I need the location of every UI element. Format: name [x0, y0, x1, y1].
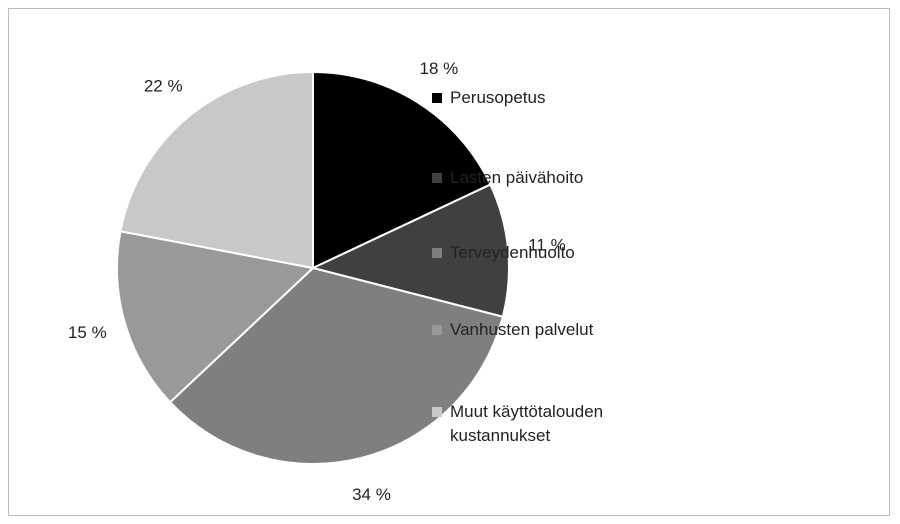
legend-label: Muut käyttötalouden kustannukset — [450, 402, 604, 445]
pie-slice — [116, 230, 316, 404]
legend-item: Lasten päivähoito — [432, 166, 632, 190]
data-label: 11 % — [528, 235, 566, 254]
legend-item: Vanhusten palvelut — [432, 318, 632, 342]
pie-slice — [168, 266, 505, 465]
legend-swatch — [432, 248, 442, 258]
pie-slice — [310, 183, 510, 318]
pie-slice — [312, 70, 492, 270]
data-label: 18 % — [420, 59, 459, 78]
legend-swatch — [432, 173, 442, 183]
legend-label: Perusopetus — [450, 88, 546, 107]
legend-swatch — [432, 93, 442, 103]
legend-item: Terveydenhuolto — [432, 241, 632, 265]
data-label: 22 % — [144, 76, 183, 95]
legend-label: Terveydenhuolto — [450, 243, 575, 262]
legend-swatch — [432, 325, 442, 335]
legend-label: Vanhusten palvelut — [450, 320, 594, 339]
legend-label: Lasten päivähoito — [450, 168, 584, 187]
data-label: 34 % — [352, 485, 391, 504]
legend-item: Perusopetus — [432, 86, 632, 110]
legend-item: Muut käyttötalouden kustannukset — [432, 400, 632, 448]
legend-swatch — [432, 407, 442, 417]
pie-slice — [119, 70, 314, 270]
data-label: 15 % — [68, 323, 107, 342]
